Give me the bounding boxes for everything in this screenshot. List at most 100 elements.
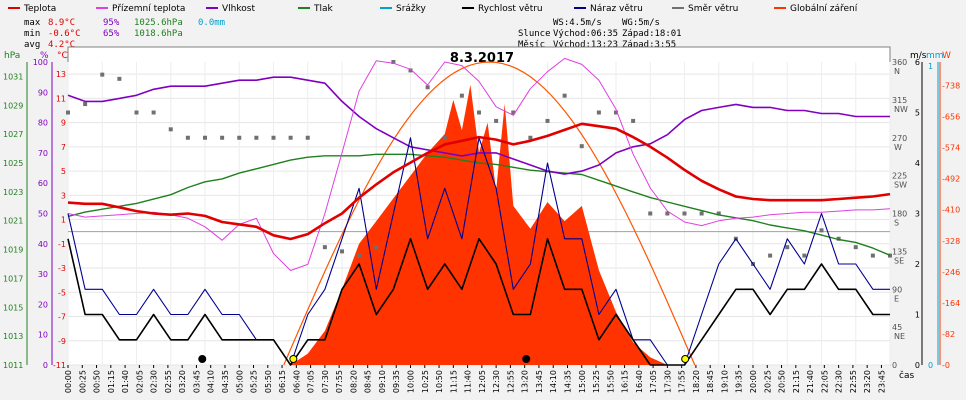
x-axis-label: čas bbox=[899, 370, 914, 381]
wind-direction-point bbox=[357, 253, 362, 258]
time-tick-label: 20:00 bbox=[749, 370, 758, 393]
dir-tick-label: N bbox=[894, 67, 900, 76]
c-tick-label: 7 bbox=[61, 143, 66, 152]
legend-label: Globální záření bbox=[790, 4, 858, 14]
time-tick-label: 18:20 bbox=[692, 370, 701, 393]
info-moonrise: Východ:13:23 bbox=[553, 40, 618, 50]
time-tick-label: 01:40 bbox=[121, 370, 130, 393]
time-tick-label: 22:55 bbox=[849, 370, 858, 393]
wind-direction-point bbox=[117, 76, 122, 81]
c-tick-label: 13 bbox=[56, 70, 66, 79]
pct-tick-label: 90 bbox=[38, 88, 48, 97]
w-tick-label: -246 bbox=[942, 268, 960, 277]
ms-tick-label: 4 bbox=[915, 159, 920, 168]
pct-tick-label: 80 bbox=[38, 119, 48, 128]
w-unit: W bbox=[942, 51, 951, 61]
c-tick-label: 3 bbox=[61, 191, 66, 200]
stats-min-hum: 65% bbox=[103, 29, 120, 39]
wind-direction-point bbox=[322, 245, 327, 250]
hpa-tick-label: 1011 bbox=[3, 361, 23, 370]
wind-direction-point bbox=[134, 110, 139, 115]
time-tick-label: 10:50 bbox=[435, 370, 444, 393]
wind-direction-point bbox=[785, 245, 790, 250]
stats-min-temp: -0.6°C bbox=[48, 29, 81, 39]
time-tick-label: 08:45 bbox=[364, 370, 373, 393]
time-tick-label: 15:25 bbox=[592, 370, 601, 393]
stats-block: max 8.9°C 95% 1025.6hPa 0.0mm min -0.6°C… bbox=[24, 18, 225, 50]
time-tick-label: 13:45 bbox=[535, 370, 544, 393]
hpa-tick-label: 1025 bbox=[3, 159, 23, 168]
info-moonset: Západ:3:55 bbox=[622, 40, 676, 50]
wind-direction-point bbox=[494, 118, 499, 123]
c-tick-label: 5 bbox=[61, 167, 66, 176]
time-tick-label: 01:15 bbox=[107, 370, 116, 393]
w-tick-label: -0 bbox=[942, 361, 950, 370]
axis-units: hPa % °C m/s mm W čas bbox=[4, 51, 951, 381]
stats-min-label: min bbox=[24, 29, 40, 39]
wind-direction-point bbox=[203, 135, 207, 140]
time-tick-label: 15:00 bbox=[578, 370, 587, 393]
time-tick-label: 17:30 bbox=[663, 370, 672, 393]
hpa-tick-label: 1023 bbox=[3, 188, 23, 197]
wind-direction-point bbox=[391, 60, 396, 64]
wind-direction-point bbox=[579, 144, 584, 149]
legend-label: Náraz větru bbox=[590, 4, 643, 14]
legend-label: Přízemní teplota bbox=[112, 4, 185, 14]
time-tick-label: 19:10 bbox=[720, 370, 729, 393]
time-tick-label: 17:55 bbox=[678, 370, 687, 393]
wind-direction-point bbox=[237, 135, 242, 140]
w-tick-label: -492 bbox=[942, 175, 960, 184]
wind-direction-point bbox=[562, 93, 567, 98]
mm-tick-label: 0 bbox=[928, 361, 933, 370]
time-tick-label: 03:45 bbox=[192, 370, 201, 393]
ms-tick-label: 2 bbox=[915, 260, 920, 269]
deg-tick-label: 0 bbox=[892, 361, 897, 370]
info-wg: WG:5m/s bbox=[622, 18, 660, 28]
temperature-line bbox=[67, 122, 891, 241]
time-tick-label: 11:15 bbox=[449, 370, 458, 393]
time-tick-label: 10:00 bbox=[407, 370, 416, 393]
wind-direction-point bbox=[768, 253, 773, 258]
stats-max-label: max bbox=[24, 18, 41, 28]
time-tick-label: 02:05 bbox=[135, 370, 144, 393]
hpa-tick-label: 1017 bbox=[3, 274, 23, 283]
wind-direction-point bbox=[836, 236, 841, 241]
wind-direction-point bbox=[716, 211, 721, 216]
pressure-line bbox=[67, 153, 891, 256]
hpa-tick-label: 1027 bbox=[3, 130, 23, 139]
wind-direction-point bbox=[305, 135, 310, 140]
c-tick-label: -3 bbox=[58, 264, 66, 273]
pct-tick-label: 100 bbox=[33, 58, 48, 67]
time-tick-label: 05:50 bbox=[264, 370, 273, 393]
stats-max-press: 1025.6hPa bbox=[134, 18, 183, 28]
deg-tick-label: 90 bbox=[892, 285, 902, 294]
deg-tick-label: 180 bbox=[892, 210, 907, 219]
ms-tick-label: 1 bbox=[915, 311, 920, 320]
time-tick-label: 05:25 bbox=[250, 370, 259, 393]
hpa-unit: hPa bbox=[4, 51, 20, 61]
pct-tick-label: 50 bbox=[38, 210, 48, 219]
wind-direction-point bbox=[682, 211, 687, 216]
w-tick-label: -82 bbox=[942, 330, 955, 339]
legend-label: Srážky bbox=[396, 4, 427, 14]
wind-direction-point bbox=[888, 253, 892, 258]
stats-avg-temp: 4.2°C bbox=[48, 40, 75, 50]
time-tick-label: 20:50 bbox=[778, 370, 787, 393]
wind-direction-point bbox=[648, 211, 653, 216]
stats-max-hum: 95% bbox=[103, 18, 120, 28]
ms-unit: m/s bbox=[910, 51, 927, 61]
ms-tick-label: 5 bbox=[915, 109, 920, 118]
time-tick-label: 23:20 bbox=[863, 370, 872, 393]
sun-marker bbox=[289, 355, 298, 363]
w-tick-label: -656 bbox=[942, 113, 960, 122]
info-sunset: Západ:18:01 bbox=[622, 29, 682, 39]
c-tick-label: 11 bbox=[56, 94, 66, 103]
time-tick-label: 04:35 bbox=[221, 370, 230, 393]
dir-tick-label: SW bbox=[894, 181, 907, 190]
axis-ticks: 1031102910271025102310211019101710151013… bbox=[3, 58, 960, 370]
hpa-tick-label: 1013 bbox=[3, 332, 23, 341]
hpa-tick-label: 1031 bbox=[3, 72, 23, 81]
wind-direction-point bbox=[254, 135, 259, 140]
time-tick-label: 20:25 bbox=[763, 370, 772, 393]
